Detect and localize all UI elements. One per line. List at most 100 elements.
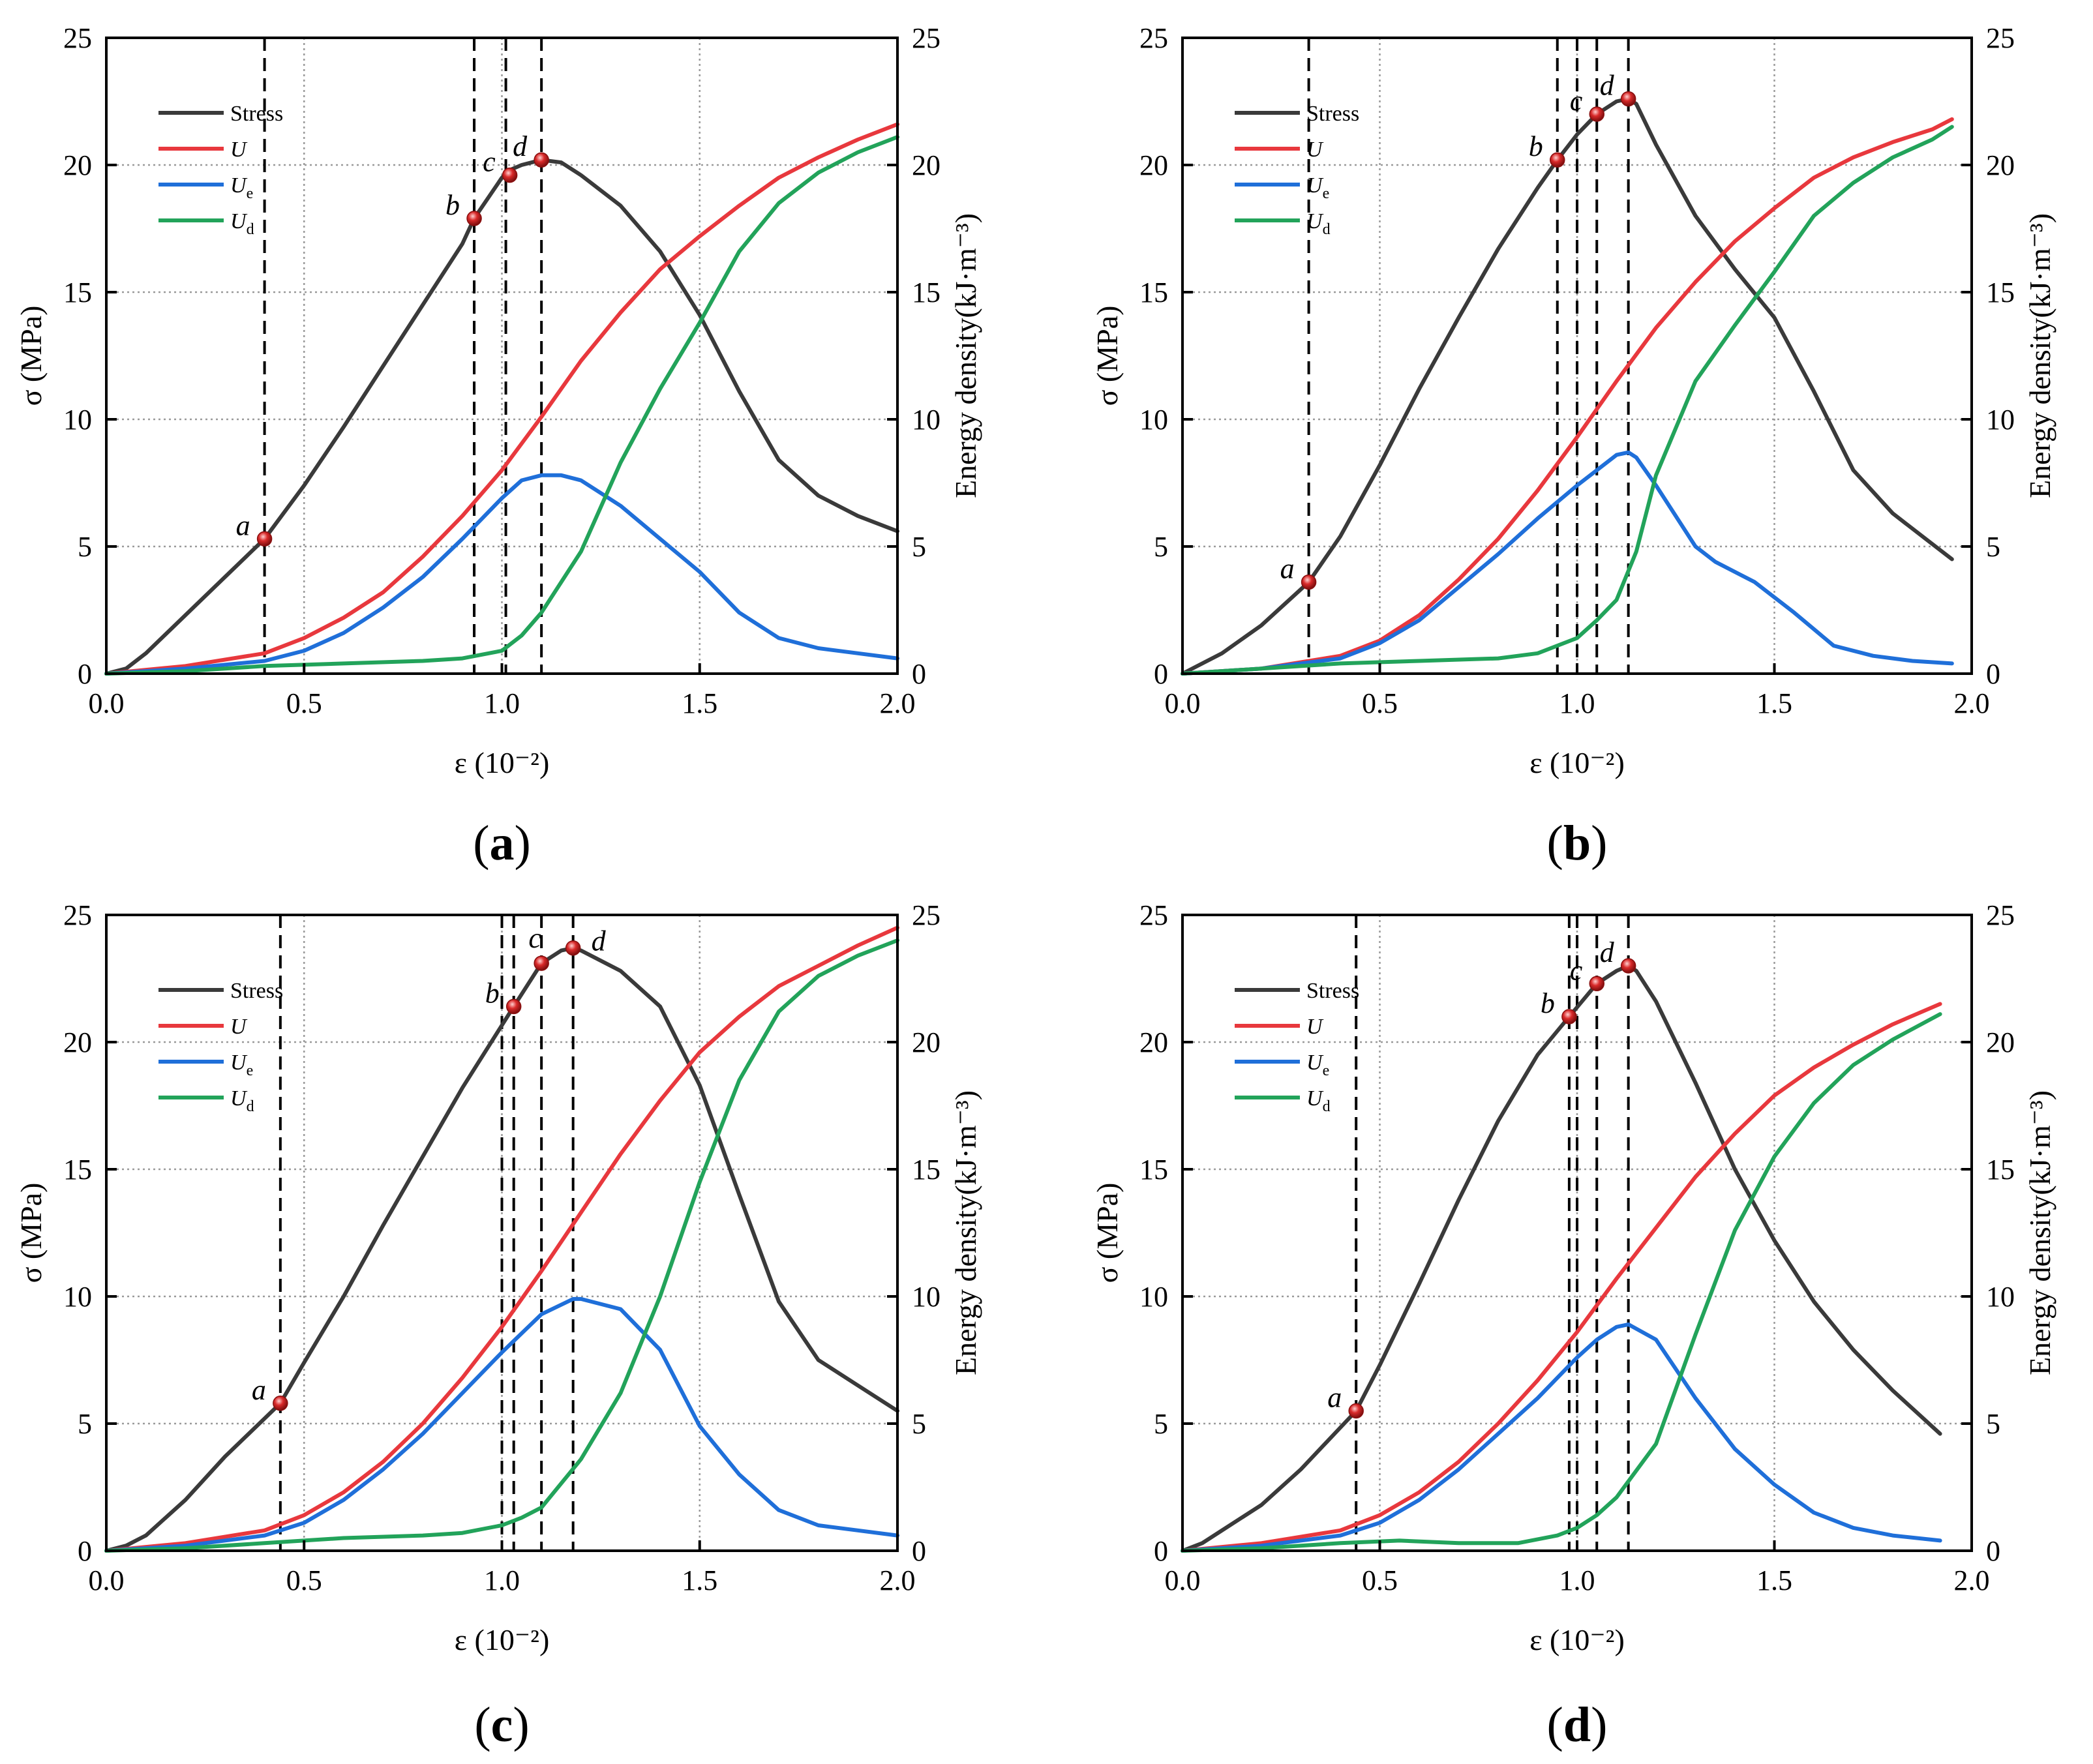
panel-label-letter: b [1563,816,1591,871]
grid [106,38,897,674]
x-tick-label: 0.5 [1362,687,1398,719]
legend-text-ue: Ue [1306,1051,1329,1079]
y-tick-label: 20 [63,149,92,181]
x-tick-label: 1.5 [682,687,717,719]
y2-tick-label: 10 [1986,404,2015,436]
legend-symbol: U [230,138,248,162]
y2-tick-label: 20 [1986,1026,2015,1058]
y2-tick-label: 20 [1986,149,2015,181]
series-line-ue [104,1296,899,1553]
panel-label: (c) [474,1697,529,1752]
legend-text-stress: Stress [230,102,283,126]
y-tick-label: 10 [63,404,92,436]
stage-point-label: d [513,130,528,162]
stage-lines [1355,915,1630,1551]
legend-text-ud: Ud [1306,209,1331,238]
stage-point-b [1550,152,1565,168]
stage-point-d [534,152,549,168]
panel-label-close: ) [1591,1697,1607,1752]
stage-point-label: a [252,1374,266,1406]
series-line-stress [104,946,899,1553]
y2-tick-label: 25 [912,899,941,931]
stage-point-label: d [1600,70,1615,102]
y2-tick-label: 5 [912,1408,926,1440]
panel-label-letter: a [490,816,515,871]
series-line-u [104,925,899,1553]
y2-tick-label: 15 [912,277,941,308]
y-axis-title: σ (MPa) [14,306,48,406]
y-tick-label: 0 [78,1535,92,1567]
legend-symbol: U [1306,173,1324,198]
stage-lines [279,915,575,1551]
legend-symbol: U [230,209,248,233]
legend-text-ud: Ud [230,209,254,238]
panel-label-close: ) [515,816,531,871]
y-tick-label: 25 [63,899,92,931]
y2-axis-title: Energy density(kJ·m⁻³) [949,213,982,498]
y2-axis-title: Energy density(kJ·m⁻³) [949,1090,982,1375]
legend-text-ud: Ud [1306,1086,1331,1115]
y-tick-label: 20 [63,1026,92,1058]
x-axis-title: ε (10⁻²) [1529,746,1625,779]
series-line-ue [1181,1322,1942,1553]
panel-label-open: ( [473,816,489,871]
legend-text-stress: Stress [1306,979,1359,1003]
y2-tick-label: 10 [1986,1281,2015,1313]
panel-label: (b) [1547,816,1608,871]
y-tick-label: 15 [1139,277,1168,308]
stage-point-a [256,531,273,547]
y2-tick-label: 10 [912,404,941,436]
stage-point-label: a [236,509,250,541]
stage-point-c [1589,976,1604,992]
y2-tick-label: 15 [912,1154,941,1186]
y2-tick-label: 15 [1986,1154,2015,1186]
stage-point-d [565,940,581,956]
x-tick-label: 1.5 [682,1564,717,1596]
x-axis-title: ε (10⁻²) [455,1623,550,1656]
legend-symbol: U [1306,1051,1324,1075]
panel-label-open: ( [1547,1697,1563,1752]
stage-point-label: c [483,146,496,178]
series-line-stress [1181,964,1942,1553]
legend-symbol: U [1306,138,1324,162]
legend-symbol: U [230,1015,248,1039]
y-tick-label: 5 [78,531,92,563]
y2-tick-label: 20 [912,149,941,181]
panel-label: (d) [1547,1697,1608,1752]
stage-point-label: c [1570,954,1583,986]
legend-symbol: U [1306,209,1324,233]
x-tick-label: 1.0 [484,1564,520,1596]
legend-subscript: e [247,185,254,202]
y-tick-label: 10 [1139,1281,1168,1313]
series-group [1181,964,1942,1553]
legend-text-u: U [1306,138,1324,162]
x-tick-label: 0.5 [286,687,322,719]
legend-symbol: U [230,173,248,198]
y2-tick-label: 5 [1986,1408,2000,1440]
stage-point-label: b [1541,987,1555,1019]
stage-point-label: a [1327,1382,1342,1414]
panel-label-open: ( [1547,816,1563,871]
y2-tick-label: 5 [912,531,926,563]
y2-tick-label: 0 [1986,658,2000,690]
x-tick-label: 1.5 [1756,1564,1792,1596]
y-tick-label: 25 [1139,22,1168,54]
legend-subscript: d [1323,1098,1331,1115]
series-line-u [1181,1002,1942,1553]
legend-subscript: e [247,1062,254,1079]
x-tick-label: 2.0 [1954,1564,1990,1596]
legend-symbol: U [230,1086,248,1111]
y2-tick-label: 0 [912,1535,926,1567]
legend-text-u: U [1306,1015,1324,1039]
stage-point-a [273,1396,288,1411]
legend-subscript: d [247,1098,254,1115]
legend-symbol: U [230,1051,248,1075]
y-tick-label: 20 [1139,1026,1168,1058]
